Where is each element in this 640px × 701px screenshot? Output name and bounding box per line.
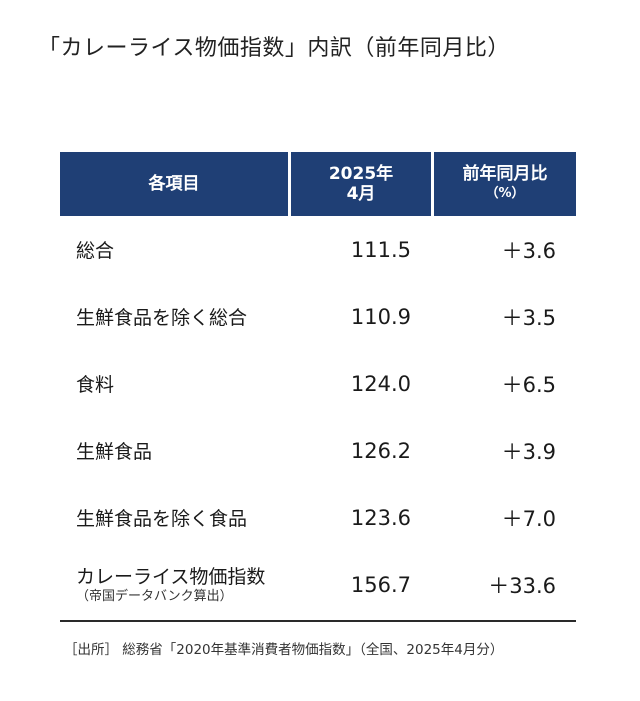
- table-row: 生鮮食品を除く総合 110.9 ＋3.5: [60, 283, 576, 350]
- row-name-block: カレーライス物価指数 （帝国データバンク算出）: [60, 566, 291, 605]
- row-name: 生鮮食品を除く総合: [76, 307, 248, 329]
- row-name: 生鮮食品: [76, 441, 153, 463]
- row-name: 総合: [76, 240, 115, 262]
- row-name: 食料: [76, 374, 115, 396]
- row-yoy: ＋7.0: [501, 506, 556, 531]
- table-header: 各項目 2025年 4月 前年同月比 （%）: [60, 152, 576, 216]
- row-note: （帝国データバンク算出）: [76, 588, 233, 604]
- header-value-line1: 2025年: [328, 164, 394, 184]
- row-yoy: ＋3.5: [501, 305, 556, 330]
- row-value: 110.9: [350, 304, 411, 329]
- table-row: 総合 111.5 ＋3.6: [60, 216, 576, 283]
- table-row: カレーライス物価指数 （帝国データバンク算出） 156.7 ＋33.6: [60, 551, 576, 619]
- row-yoy: ＋33.6: [488, 574, 556, 598]
- table-row: 生鮮食品を除く食品 123.6 ＋7.0: [60, 484, 576, 551]
- header-yoy-line2: （%）: [485, 186, 525, 201]
- header-value: 2025年 4月: [291, 152, 431, 216]
- row-name: 生鮮食品を除く食品: [76, 508, 248, 530]
- row-value: 124.0: [350, 371, 411, 396]
- row-value: 156.7: [350, 573, 411, 597]
- page-title: 「カレーライス物価指数」内訳（前年同月比）: [38, 36, 510, 61]
- cpi-breakdown-table: 各項目 2025年 4月 前年同月比 （%） 総合 111.5 ＋3.6 生鮮食…: [60, 152, 576, 619]
- header-item: 各項目: [60, 152, 288, 216]
- table-row: 食料 124.0 ＋6.5: [60, 350, 576, 417]
- row-yoy: ＋6.5: [501, 372, 556, 397]
- header-value-line2: 4月: [346, 184, 376, 204]
- row-value: 111.5: [350, 237, 411, 262]
- table-row: 生鮮食品 126.2 ＋3.9: [60, 417, 576, 484]
- row-value: 123.6: [350, 505, 411, 530]
- row-yoy: ＋3.9: [501, 439, 556, 464]
- source-note: ［出所］ 総務省「2020年基準消費者物価指数」（全国、2025年4月分）: [64, 642, 504, 658]
- header-yoy: 前年同月比 （%）: [434, 152, 576, 216]
- row-yoy: ＋3.6: [501, 238, 556, 263]
- table-bottom-rule: [60, 620, 576, 622]
- row-name: カレーライス物価指数: [76, 565, 266, 588]
- header-yoy-line1: 前年同月比: [462, 164, 548, 184]
- row-value: 126.2: [350, 438, 411, 463]
